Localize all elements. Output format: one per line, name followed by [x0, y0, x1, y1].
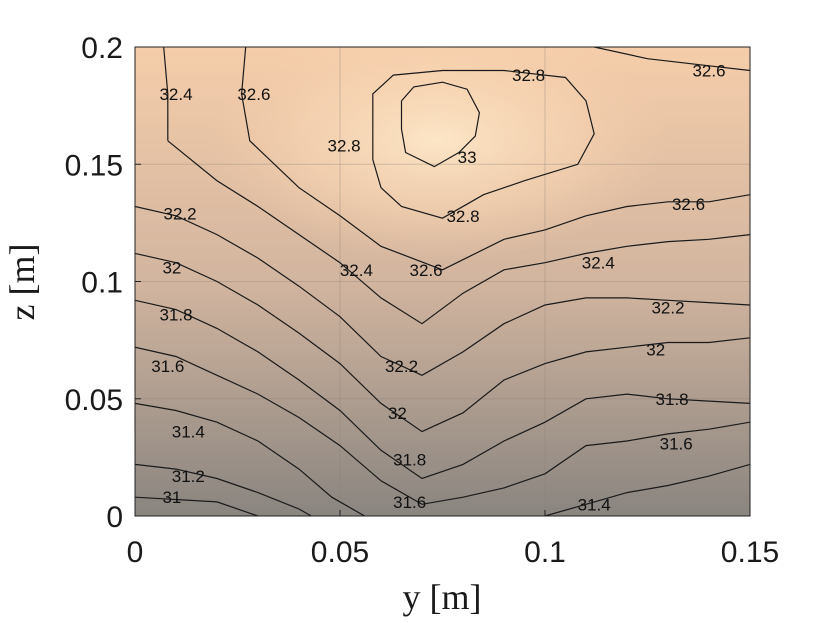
contour-label: 32	[162, 258, 181, 277]
contour-label: 31.2	[172, 467, 205, 486]
contour-label: 31	[162, 488, 181, 507]
contour-line-32-6	[240, 47, 750, 271]
contour-label: 31.6	[151, 357, 184, 376]
contour-label: 32	[646, 341, 665, 360]
x-tick-label: 0.15	[721, 536, 779, 569]
x-tick-label: 0.1	[524, 536, 566, 569]
y-tick-label: 0.05	[65, 384, 123, 417]
contour-label: 33	[458, 148, 477, 167]
contour-lines	[135, 47, 750, 516]
contour-label: 31.8	[656, 390, 689, 409]
contour-line-32-4	[167, 140, 750, 325]
y-tick-labels: 0 0.05 0.1 0.15 0.2	[65, 32, 141, 534]
contour-label: 31.6	[393, 493, 426, 512]
contour-line-31	[135, 496, 259, 516]
contour-label: 32.6	[692, 61, 725, 80]
contour-labels: 31 31.2 31.4 31.6 31.8 32 32.2 32.4 32.6 32.6 32.8…	[151, 61, 725, 514]
y-tick-label: 0.2	[81, 32, 123, 65]
contour-line-31-6	[135, 346, 750, 505]
contour-label: 32.4	[582, 254, 615, 273]
contour-label: 32.8	[446, 207, 479, 226]
contour-label: 32.2	[385, 357, 418, 376]
contour-line-31-4	[135, 402, 365, 516]
y-tick-label: 0.1	[81, 267, 123, 300]
contour-label: 31.4	[578, 495, 611, 514]
contour-label: 32.2	[164, 204, 197, 223]
contour-line-32-8	[372, 69, 595, 219]
contour-label: 32.6	[237, 85, 270, 104]
contour-line-32	[135, 252, 750, 433]
contour-label: 31.4	[172, 423, 205, 442]
contour-label: 32	[388, 404, 407, 423]
contour-line-33	[400, 81, 481, 168]
contour-line-32-6	[594, 47, 750, 72]
contour-label: 32.4	[159, 85, 192, 104]
x-tick-label: 0	[127, 536, 144, 569]
x-tick-label: 0.05	[311, 536, 369, 569]
contour-label: 31.6	[660, 434, 693, 453]
contour-label: 32.8	[328, 136, 361, 155]
contour-label: 31.8	[159, 305, 192, 324]
x-tick-labels: 0 0.05 0.1 0.15	[127, 510, 779, 569]
contour-label: 32.6	[410, 261, 443, 280]
contour-label: 32.4	[340, 261, 373, 280]
contour-label: 31.8	[393, 451, 426, 470]
x-axis-title: y [m]	[403, 577, 482, 617]
contour-line-32-4	[163, 47, 169, 141]
contour-label: 32.6	[672, 195, 705, 214]
contour-line-31-4	[544, 463, 750, 516]
y-axis-title: z [m]	[2, 244, 42, 321]
contour-line-31-8	[135, 299, 750, 480]
contour-label: 32.2	[651, 298, 684, 317]
y-tick-label: 0	[106, 501, 123, 534]
contour-line-31-2	[135, 463, 312, 516]
plot-area: 31 31.2 31.4 31.6 31.8 32 32.2 32.4 32.6 32.6 32.8…	[134, 46, 751, 517]
warm-region	[208, 47, 668, 260]
y-tick-label: 0.15	[65, 149, 123, 182]
contour-label: 32.8	[512, 66, 545, 85]
contour-line-32-2	[135, 205, 750, 376]
